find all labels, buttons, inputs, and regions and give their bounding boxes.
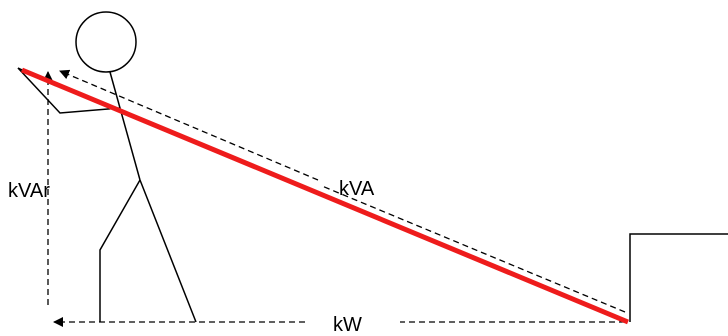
head (76, 12, 136, 72)
body (110, 72, 140, 180)
kvar-label: kVAr (8, 180, 50, 202)
stick-figure (18, 12, 196, 322)
diagram: kVA kVAr kW (0, 0, 728, 336)
leg (100, 180, 140, 322)
leg (140, 180, 196, 322)
box (630, 234, 728, 322)
red-line (22, 70, 628, 322)
kva-vector (60, 71, 318, 180)
kva-label: kVA (339, 178, 375, 200)
page: kVA kVAr kW (() => { const data = JSON.p… (0, 0, 728, 336)
kw-label: kW (333, 314, 362, 336)
kva-vector (322, 186, 625, 312)
